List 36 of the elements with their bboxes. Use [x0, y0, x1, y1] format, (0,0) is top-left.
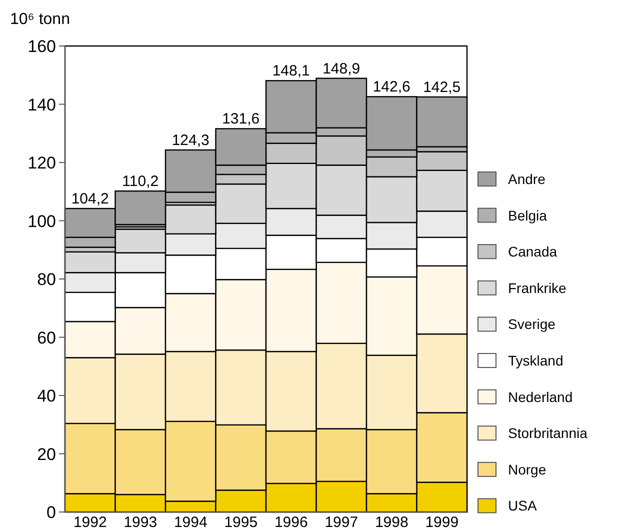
x-tick-label: 1994 — [174, 514, 208, 529]
legend-label: Andre — [508, 171, 546, 187]
total-label: 142,6 — [372, 78, 410, 96]
legend-label: Storbritannia — [508, 425, 588, 442]
y-tick-label: 80 — [37, 270, 56, 289]
total-label: 142,5 — [423, 78, 461, 96]
legend-label: Canada — [508, 244, 558, 260]
x-tick-label: 1995 — [224, 514, 258, 529]
y-tick-label: 40 — [37, 386, 56, 406]
legend-label: Nederland — [508, 388, 573, 405]
text: Tyskland — [508, 352, 564, 368]
total-label: 124,3 — [172, 132, 210, 149]
x-tick-label: 1996 — [274, 514, 308, 529]
y-tick-label: 20 — [37, 444, 56, 464]
total-label: 110,2 — [122, 173, 159, 190]
x-tick-label: 1997 — [324, 514, 358, 529]
total-label: 104,2 — [71, 190, 109, 208]
x-tick-label: 1993 — [124, 514, 158, 529]
legend-label: Belgia — [508, 207, 548, 224]
x-tick-label: 1999 — [425, 514, 459, 529]
total-label: 131,6 — [222, 110, 260, 128]
x-tick-label: 1992 — [73, 514, 107, 529]
legend-label: Frankrike — [508, 280, 567, 296]
x-tick-label: 1998 — [374, 514, 408, 529]
y-tick-label: 60 — [37, 328, 56, 348]
total-label: 148,1 — [272, 62, 310, 80]
legend-label: Sverige — [508, 316, 556, 332]
y-tick-label: 100 — [28, 212, 56, 231]
y-tick-label: 0 — [46, 503, 56, 522]
total-label: 148,9 — [322, 60, 360, 78]
y-axis-title: 10⁶ tonn — [10, 11, 70, 28]
y-tick-label: 140 — [28, 95, 56, 114]
legend-label: USA — [508, 498, 538, 514]
y-tick-label: 120 — [28, 154, 56, 172]
legend-label: Norge — [508, 461, 546, 478]
y-tick-label: 160 — [28, 37, 56, 56]
